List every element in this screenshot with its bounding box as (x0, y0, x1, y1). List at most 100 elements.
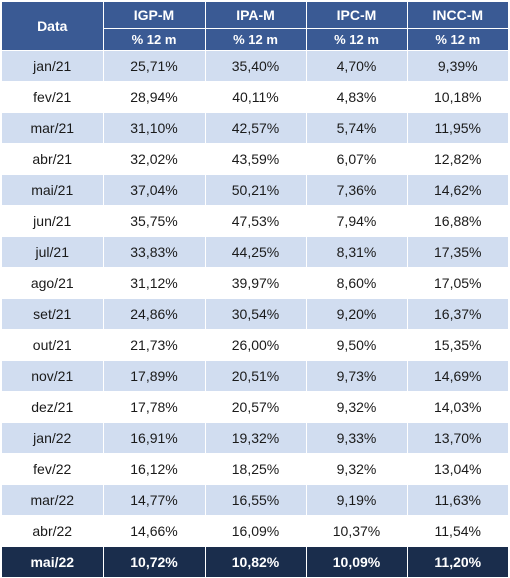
column-header-igp-m: IGP-M (103, 2, 206, 29)
ipa-m-cell: 26,00% (205, 329, 307, 361)
ipc-m-cell: 9,19% (306, 484, 408, 516)
incc-m-cell: 11,95% (407, 112, 508, 144)
igp-m-cell: 14,66% (103, 515, 206, 547)
incc-m-cell: 13,70% (407, 422, 508, 454)
date-cell: nov/21 (2, 360, 104, 392)
table-row: fev/21 28,94% 40,11% 4,83% 10,18% (2, 81, 508, 113)
table-row: ago/21 31,12% 39,97% 8,60% 17,05% (2, 267, 508, 299)
igp-m-cell: 33,83% (103, 236, 206, 268)
ipc-m-cell: 10,37% (306, 515, 408, 547)
incc-m-cell: 11,63% (407, 484, 508, 516)
highlight-row: mai/22 10,72% 10,82% 10,09% 11,20% (2, 546, 508, 578)
table-row: jul/21 33,83% 44,25% 8,31% 17,35% (2, 236, 508, 268)
date-cell: jan/21 (2, 50, 104, 82)
ipa-m-cell: 30,54% (205, 298, 307, 330)
igp-m-cell: 32,02% (103, 143, 206, 175)
ipc-m-cell: 9,73% (306, 360, 408, 392)
ipa-m-cell: 19,32% (205, 422, 307, 454)
igp-m-cell: 37,04% (103, 174, 206, 206)
ipa-m-cell: 44,25% (205, 236, 307, 268)
table-row: out/21 21,73% 26,00% 9,50% 15,35% (2, 329, 508, 361)
ipa-m-cell: 42,57% (205, 112, 307, 144)
ipc-m-cell: 9,32% (306, 453, 408, 485)
unit-header-incc-m: % 12 m (407, 28, 508, 51)
ipa-m-cell: 16,55% (205, 484, 307, 516)
column-header-incc-m: INCC-M (407, 2, 508, 29)
date-cell: set/21 (2, 298, 104, 330)
incc-m-cell: 12,82% (407, 143, 508, 175)
incc-m-cell: 14,03% (407, 391, 508, 423)
table-header: Data IGP-M IPA-M IPC-M INCC-M % 12 m % 1… (2, 2, 508, 51)
incc-m-cell: 11,54% (407, 515, 508, 547)
table-row: jan/21 25,71% 35,40% 4,70% 9,39% (2, 50, 508, 82)
igp-m-cell: 31,12% (103, 267, 206, 299)
date-cell: abr/21 (2, 143, 104, 175)
table-row: jun/21 35,75% 47,53% 7,94% 16,88% (2, 205, 508, 237)
date-cell: mar/21 (2, 112, 104, 144)
ipc-m-cell: 9,33% (306, 422, 408, 454)
date-cell: jun/21 (2, 205, 104, 237)
highlight-igp-m-cell: 10,72% (103, 546, 206, 578)
igp-m-cell: 21,73% (103, 329, 206, 361)
unit-header-ipc-m: % 12 m (306, 28, 408, 51)
igp-m-cell: 14,77% (103, 484, 206, 516)
igp-m-cell: 17,89% (103, 360, 206, 392)
ipc-m-cell: 6,07% (306, 143, 408, 175)
highlight-date-cell: mai/22 (2, 546, 104, 578)
date-cell: mar/22 (2, 484, 104, 516)
unit-header-igp-m: % 12 m (103, 28, 206, 51)
date-cell: fev/21 (2, 81, 104, 113)
date-column-header: Data (2, 2, 104, 51)
incc-m-cell: 16,37% (407, 298, 508, 330)
ipc-m-cell: 9,50% (306, 329, 408, 361)
table-row: set/21 24,86% 30,54% 9,20% 16,37% (2, 298, 508, 330)
incc-m-cell: 13,04% (407, 453, 508, 485)
incc-m-cell: 15,35% (407, 329, 508, 361)
incc-m-cell: 9,39% (407, 50, 508, 82)
igp-m-cell: 28,94% (103, 81, 206, 113)
ipa-m-cell: 35,40% (205, 50, 307, 82)
igp-m-cell: 17,78% (103, 391, 206, 423)
date-cell: ago/21 (2, 267, 104, 299)
unit-header-ipa-m: % 12 m (205, 28, 307, 51)
ipa-m-cell: 43,59% (205, 143, 307, 175)
incc-m-cell: 10,18% (407, 81, 508, 113)
ipc-m-cell: 8,31% (306, 236, 408, 268)
incc-m-cell: 14,69% (407, 360, 508, 392)
table-row: dez/21 17,78% 20,57% 9,32% 14,03% (2, 391, 508, 423)
igp-m-cell: 24,86% (103, 298, 206, 330)
table-row: mar/22 14,77% 16,55% 9,19% 11,63% (2, 484, 508, 516)
table-footer: mai/22 10,72% 10,82% 10,09% 11,20% (2, 546, 508, 578)
date-cell: abr/22 (2, 515, 104, 547)
ipa-m-cell: 16,09% (205, 515, 307, 547)
incc-m-cell: 16,88% (407, 205, 508, 237)
ipc-m-cell: 9,32% (306, 391, 408, 423)
column-header-ipa-m: IPA-M (205, 2, 307, 29)
ipa-m-cell: 50,21% (205, 174, 307, 206)
ipc-m-cell: 8,60% (306, 267, 408, 299)
highlight-ipc-m-cell: 10,09% (306, 546, 408, 578)
ipc-m-cell: 4,70% (306, 50, 408, 82)
ipa-m-cell: 20,51% (205, 360, 307, 392)
table-row: fev/22 16,12% 18,25% 9,32% 13,04% (2, 453, 508, 485)
table-row: abr/22 14,66% 16,09% 10,37% 11,54% (2, 515, 508, 547)
ipa-m-cell: 47,53% (205, 205, 307, 237)
igp-m-cell: 31,10% (103, 112, 206, 144)
ipc-m-cell: 7,94% (306, 205, 408, 237)
table-row: abr/21 32,02% 43,59% 6,07% 12,82% (2, 143, 508, 175)
highlight-ipa-m-cell: 10,82% (205, 546, 307, 578)
column-header-ipc-m: IPC-M (306, 2, 408, 29)
ipa-m-cell: 40,11% (205, 81, 307, 113)
ipa-m-cell: 39,97% (205, 267, 307, 299)
incc-m-cell: 14,62% (407, 174, 508, 206)
table-row: mai/21 37,04% 50,21% 7,36% 14,62% (2, 174, 508, 206)
table-body: jan/21 25,71% 35,40% 4,70% 9,39% fev/21 28,94%… (2, 50, 508, 547)
ipa-m-cell: 20,57% (205, 391, 307, 423)
highlight-incc-m-cell: 11,20% (407, 546, 508, 578)
header-row-index-names: Data IGP-M IPA-M IPC-M INCC-M (2, 2, 508, 51)
date-cell: jan/22 (2, 422, 104, 454)
table-row: mar/21 31,10% 42,57% 5,74% 11,95% (2, 112, 508, 144)
date-cell: dez/21 (2, 391, 104, 423)
ipc-m-cell: 5,74% (306, 112, 408, 144)
